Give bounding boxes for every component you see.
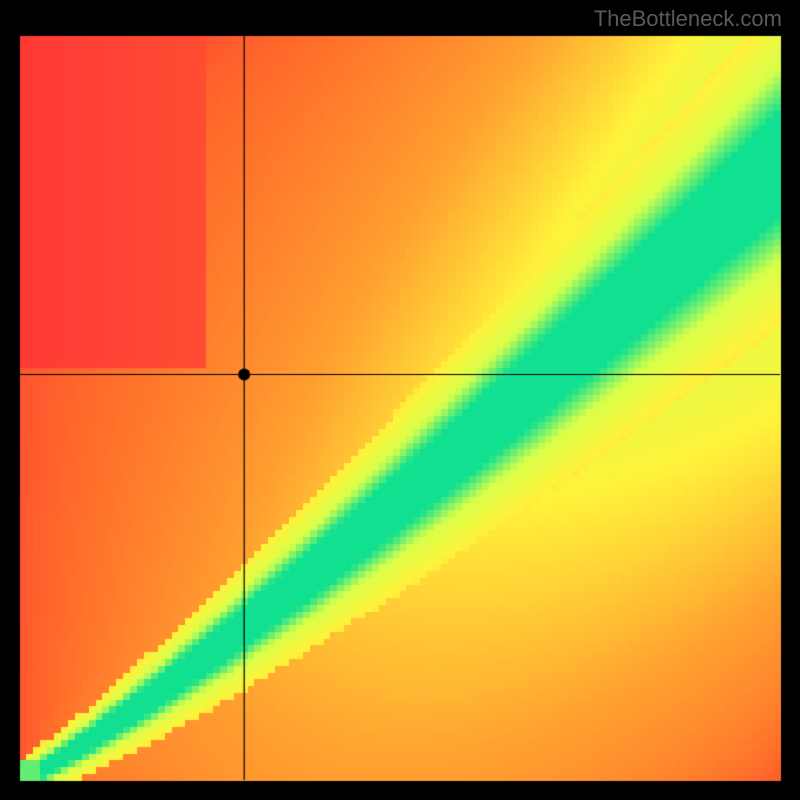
bottleneck-heatmap	[0, 0, 800, 800]
watermark-text: TheBottleneck.com	[594, 6, 782, 32]
